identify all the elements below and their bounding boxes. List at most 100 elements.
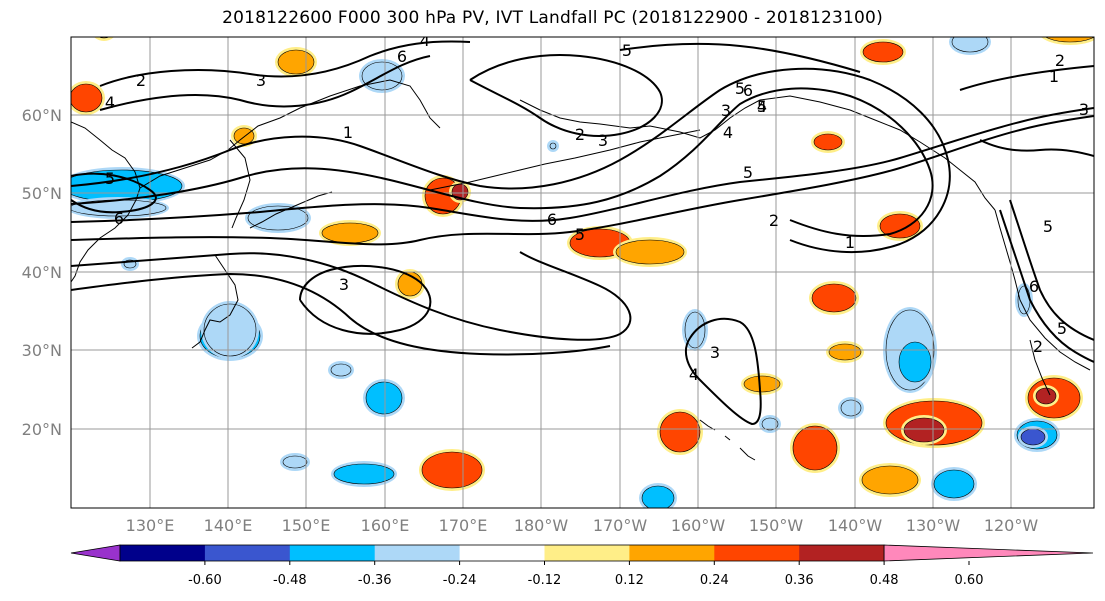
contour-line: [71, 115, 1094, 246]
anomaly-region: [1035, 387, 1057, 405]
lon-label: 150°W: [749, 516, 804, 535]
lon-label: 120°W: [984, 516, 1039, 535]
contour-label: 4: [723, 123, 733, 142]
anomaly-region: [321, 222, 379, 244]
lon-label: 160°W: [671, 516, 726, 535]
colorbar-tick-label: 0.12: [615, 573, 644, 588]
anomaly-region: [615, 239, 685, 265]
contour-label: 3: [339, 275, 349, 294]
contour-line: [959, 65, 1094, 91]
contour-line: [71, 251, 632, 341]
contour-label: 6: [397, 47, 407, 66]
anomaly-region: [1020, 428, 1046, 446]
contour-label: 3: [1079, 100, 1089, 119]
colorbar-tick-label: -0.60: [188, 573, 222, 588]
anomaly-region: [828, 343, 862, 361]
anomaly-region: [421, 451, 483, 489]
contour-line: [71, 272, 611, 356]
coast-kuril: [249, 191, 333, 229]
anomaly-region: [813, 133, 843, 151]
lon-label: 180°W: [514, 516, 569, 535]
colorbar-segment: [714, 545, 800, 561]
anomaly-region: [203, 303, 257, 357]
colorbar-segment: [374, 545, 461, 561]
contour-label: 2: [136, 71, 146, 90]
anomaly-region: [98, 37, 110, 39]
colorbar-segment: [544, 545, 630, 561]
anomaly-region: [933, 469, 975, 499]
anomaly-region: [862, 41, 904, 63]
anomaly-halo: [93, 37, 115, 41]
contour-label: 5: [1057, 319, 1067, 338]
anomaly-region: [365, 381, 403, 415]
contour-line: [299, 265, 432, 335]
colorbar-outline: [119, 544, 885, 562]
contour-label: 3: [598, 131, 608, 150]
colorbar-tick-label: -0.24: [443, 573, 477, 588]
lat-label: 30°N: [22, 341, 62, 360]
anomaly-region: [549, 142, 557, 150]
anomaly-region: [641, 485, 675, 508]
anomaly-region: [277, 49, 315, 75]
colorbar-tick-label: 0.60: [955, 573, 984, 588]
coast-japan: [191, 254, 239, 349]
contour-label: 3: [721, 101, 731, 120]
contour-label: 6: [114, 209, 124, 228]
coast-okhotsk: [139, 79, 441, 189]
contour-label: 3: [710, 343, 720, 362]
lon-label: 130°E: [126, 516, 175, 535]
contour-label: 4: [689, 365, 699, 384]
pv-anomaly-shading: [71, 37, 1094, 508]
contour-label: 1: [845, 233, 855, 252]
lon-label: 150°E: [282, 516, 331, 535]
anomaly-region: [1045, 37, 1094, 43]
colorbar-tick-label: -0.48: [273, 573, 307, 588]
lon-label: 170°W: [593, 516, 648, 535]
coast-kamchatka: [229, 139, 251, 229]
contour-label: 4: [757, 97, 767, 116]
colorbar-tick-label: -0.12: [528, 573, 562, 588]
anomaly-region: [879, 213, 921, 239]
colorbar-tick-label: 0.48: [870, 573, 899, 588]
colorbar-segment: [459, 545, 545, 561]
colorbar-extend-max: [883, 544, 1094, 562]
latitude-labels: 60°N 50°N 40°N 30°N 20°N: [22, 106, 62, 439]
contour-line: [71, 107, 1094, 223]
colorbar-tick-label: 0.36: [785, 573, 814, 588]
contour-line: [99, 55, 431, 111]
contour-label: 1: [1049, 67, 1059, 86]
colorbar-segment: [799, 545, 885, 561]
contour-label: 4: [420, 31, 430, 50]
lon-label: 160°E: [361, 516, 410, 535]
lat-label: 20°N: [22, 420, 62, 439]
colorbar-segment: [629, 545, 715, 561]
contour-line: [619, 42, 861, 73]
colorbar-segment: [120, 545, 206, 561]
contour-label: 5: [1043, 217, 1053, 236]
anomaly-region: [659, 411, 701, 453]
contour-label: 5: [757, 97, 767, 116]
contour-label: 2: [769, 211, 779, 230]
lat-label: 60°N: [22, 106, 62, 125]
contour-label: 5: [105, 169, 115, 188]
contour-label: 6: [547, 210, 557, 229]
contour-line: [469, 54, 663, 137]
contour-line: [999, 209, 1094, 363]
anomaly-region: [233, 127, 255, 145]
colorbar: [70, 544, 1094, 562]
anomaly-region: [330, 363, 352, 377]
colorbar-tick-label: -0.36: [358, 573, 392, 588]
anomaly-region: [840, 399, 862, 417]
map-title: 2018122600 F000 300 hPa PV, IVT Landfall…: [222, 8, 883, 28]
anomaly-region: [282, 455, 308, 469]
contour-label: 5: [575, 225, 585, 244]
colorbar-segment: [289, 545, 376, 561]
colorbar-tick-label: 0.24: [700, 573, 729, 588]
anomaly-region: [898, 341, 932, 383]
coast-asia: [71, 121, 141, 283]
coast-namerica: [994, 209, 1091, 371]
lat-label: 40°N: [22, 263, 62, 282]
anomaly-region: [333, 463, 395, 485]
